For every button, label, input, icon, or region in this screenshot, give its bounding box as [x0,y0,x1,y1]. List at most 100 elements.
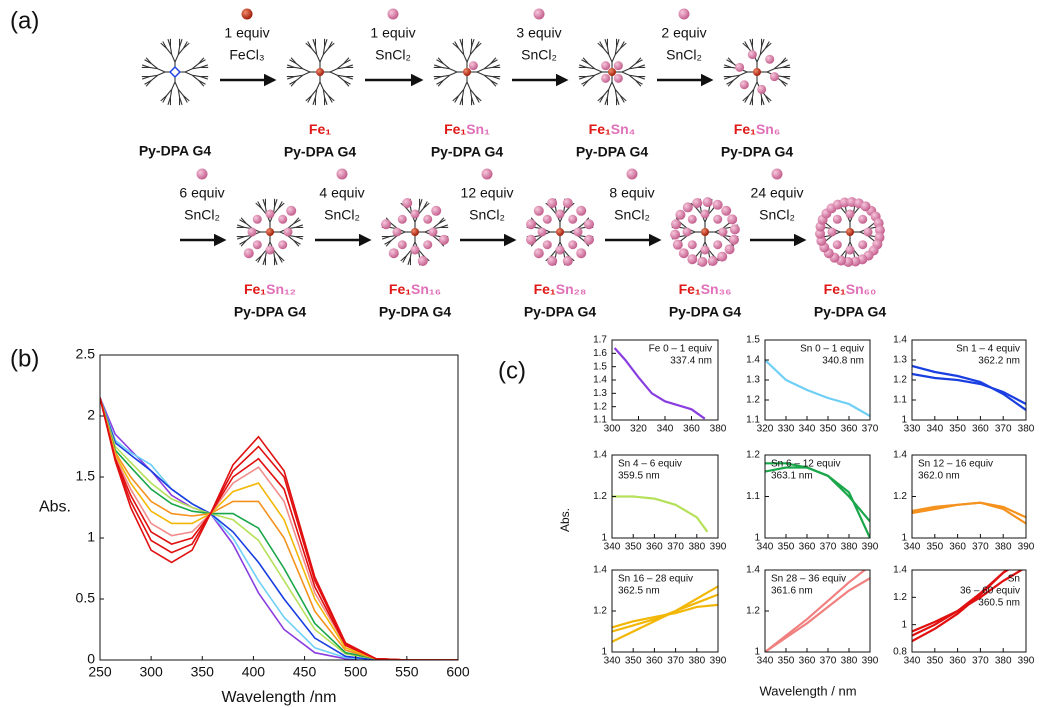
sn-atom [543,215,552,224]
dendrimer-branch [172,55,175,62]
sn-atom [563,198,573,208]
sn-atom [423,240,432,249]
sn-atom [864,228,873,237]
sn-atom [858,240,867,249]
x-tick-label: 370 [862,424,879,435]
formula-part: Sn₆₀ [846,281,877,297]
x-axis-label: Wavelength /nm [221,689,336,706]
sn-atom [713,200,723,210]
reagent-atom [337,169,348,180]
dendrimer [142,39,208,105]
sn-atom [584,219,594,229]
plot-area [912,503,1026,524]
x-tick-label: 350 [778,542,795,553]
x-tick-label: 390 [1018,542,1035,553]
dendrimer-branch [767,69,774,72]
y-tick-label: 1.4 [893,450,907,461]
y-tick-label: 1.2 [593,401,607,412]
annotation: 340.8 nm [822,356,864,367]
reagent-amount: 8 equiv [609,185,654,201]
x-tick-label: 350 [926,542,943,553]
sn-atom [701,246,710,255]
dendrimer-branch [595,69,602,72]
annotation: Sn 0 – 1 equiv [800,344,864,355]
dendrimer-branch [464,55,467,62]
reagent-atom [627,169,638,180]
formula-part: Fe₁ [734,121,756,137]
y-tick-label: 1.1 [593,415,607,426]
annotation: 359.5 nm [618,471,660,482]
y-tick-label: 1.6 [593,348,607,359]
sn-atom [675,210,685,220]
reagent-atom [679,9,690,20]
annotation: Fe 0 – 1 equiv [649,344,712,355]
x-tick-label: 370 [667,656,684,667]
reagent-name: SnCl₂ [666,47,702,63]
reagent-atom [772,169,783,180]
x-tick-label: 390 [710,542,727,553]
formula-part: Fe₁ [244,281,266,297]
sn-atom [770,72,779,81]
dendrimer-branch [320,55,323,62]
x-tick-label: 380 [710,424,727,435]
dendrimer-branch [754,82,757,89]
sn-atom [526,219,536,229]
dendrimer-branch [158,69,165,72]
y-axis-label: Abs. [558,508,572,532]
sn-atom [526,235,536,245]
x-tick-label: 380 [688,656,705,667]
sn-atom [556,210,565,219]
y-tick-label: 1.1 [893,395,907,406]
spectrum-line [100,398,458,660]
spectrum-line [100,398,458,660]
sn-atom [846,246,855,255]
spectrum-line [100,398,458,660]
dendrimer-branch [740,72,747,75]
x-tick-label: 390 [1018,656,1035,667]
sn-atom [670,230,680,240]
product-formula: Fe₁Sn₁ [444,121,490,137]
annotation: 363.1 nm [771,471,813,482]
y-tick-label: 1.3 [593,388,607,399]
x-tick-label: 340 [926,424,943,435]
sn-atom [381,219,391,229]
panel-label: (b) [10,345,39,372]
sn-atom [547,198,557,208]
dendrimer-branch [467,82,470,89]
dendrimer-branch [158,72,165,75]
x-tick-label: 370 [667,542,684,553]
y-tick-label: 1.3 [746,375,760,386]
y-tick-label: 1.2 [893,592,907,603]
y-tick-label: 1.5 [593,361,607,372]
plot-frame [100,355,458,660]
dendrimer-branch [185,69,192,72]
sn-atom [286,206,296,216]
annotation: 362.0 nm [918,471,960,482]
dendrimer-branch [450,72,457,75]
x-axis-label: Wavelength / nm [759,683,856,698]
x-tick-label: 370 [995,424,1012,435]
figure: (a) (b) (c) Abs. Wavelength / nm Py-DPA … [0,0,1040,707]
product-formula: Fe₁Sn₁₂ [244,281,296,297]
dendrimer [815,197,885,267]
formula-part: Sn₃₆ [701,281,732,297]
formula-part: Fe₁ [589,121,611,137]
x-tick-label: 360 [949,656,966,667]
sn-atom [543,240,552,249]
dendrimer-branch [185,72,192,75]
formula-part: Fe₁ [444,121,466,137]
sn-atom [574,228,583,237]
compound-label: Py-DPA G4 [431,144,504,160]
x-tick-label: 350 [949,424,966,435]
reagent-atom [482,169,493,180]
reagent-name: SnCl₂ [375,47,411,63]
reagent-amount: 1 equiv [370,25,415,41]
sn-atom [576,248,586,258]
y-tick-label: 1.5 [76,468,96,484]
sn-atom [411,246,420,255]
dendrimer-branch [175,55,178,62]
sn-atom [411,210,420,219]
y-tick-label: 2.5 [76,346,96,362]
formula-part: Fe₁ [309,121,331,137]
x-tick-label: 360 [799,542,816,553]
